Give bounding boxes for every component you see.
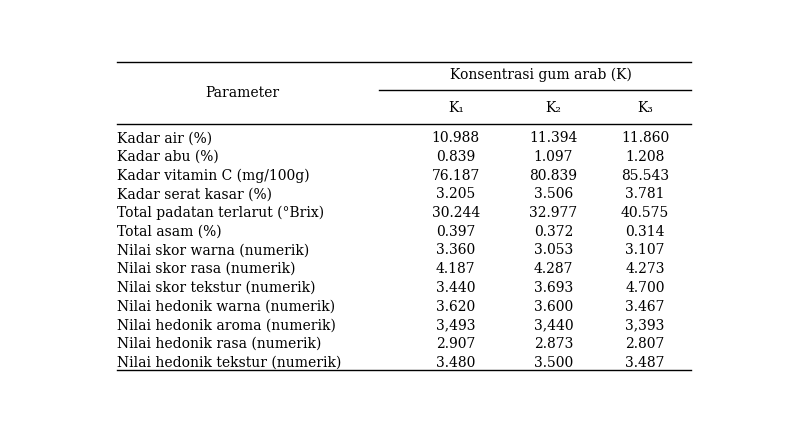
Text: 0.314: 0.314 bbox=[626, 225, 665, 239]
Text: K₁: K₁ bbox=[448, 100, 463, 114]
Text: 3.506: 3.506 bbox=[533, 187, 573, 201]
Text: Nilai hedonik aroma (numerik): Nilai hedonik aroma (numerik) bbox=[117, 318, 336, 332]
Text: 1.208: 1.208 bbox=[626, 150, 665, 164]
Text: 4.287: 4.287 bbox=[533, 262, 573, 276]
Text: Nilai skor rasa (numerik): Nilai skor rasa (numerik) bbox=[117, 262, 296, 276]
Text: 3.360: 3.360 bbox=[436, 243, 475, 257]
Text: 4.700: 4.700 bbox=[626, 281, 665, 295]
Text: 85.543: 85.543 bbox=[621, 169, 669, 183]
Text: 30.244: 30.244 bbox=[432, 206, 480, 220]
Text: 3.467: 3.467 bbox=[626, 300, 665, 314]
Text: 2.807: 2.807 bbox=[626, 337, 665, 351]
Text: Nilai hedonik tekstur (numerik): Nilai hedonik tekstur (numerik) bbox=[117, 356, 341, 370]
Text: 3,440: 3,440 bbox=[533, 318, 574, 332]
Text: 3.487: 3.487 bbox=[626, 356, 665, 370]
Text: 3.620: 3.620 bbox=[436, 300, 475, 314]
Text: 11.394: 11.394 bbox=[530, 131, 578, 145]
Text: 4.273: 4.273 bbox=[626, 262, 665, 276]
Text: 40.575: 40.575 bbox=[621, 206, 669, 220]
Text: 10.988: 10.988 bbox=[432, 131, 480, 145]
Text: 3,493: 3,493 bbox=[436, 318, 475, 332]
Text: Kadar air (%): Kadar air (%) bbox=[117, 131, 212, 145]
Text: Parameter: Parameter bbox=[205, 86, 279, 100]
Text: 3.781: 3.781 bbox=[626, 187, 665, 201]
Text: 32.977: 32.977 bbox=[530, 206, 578, 220]
Text: 3.205: 3.205 bbox=[436, 187, 475, 201]
Text: Total asam (%): Total asam (%) bbox=[117, 225, 221, 239]
Text: 0.839: 0.839 bbox=[436, 150, 475, 164]
Text: Konsentrasi gum arab (K): Konsentrasi gum arab (K) bbox=[450, 68, 632, 82]
Text: Kadar vitamin C (mg/100g): Kadar vitamin C (mg/100g) bbox=[117, 168, 310, 183]
Text: 0.397: 0.397 bbox=[436, 225, 475, 239]
Text: 4.187: 4.187 bbox=[436, 262, 476, 276]
Text: 3.693: 3.693 bbox=[533, 281, 573, 295]
Text: 3.500: 3.500 bbox=[533, 356, 573, 370]
Text: 2.907: 2.907 bbox=[436, 337, 475, 351]
Text: Nilai hedonik rasa (numerik): Nilai hedonik rasa (numerik) bbox=[117, 337, 322, 351]
Text: 80.839: 80.839 bbox=[530, 169, 578, 183]
Text: 3.107: 3.107 bbox=[626, 243, 665, 257]
Text: 76.187: 76.187 bbox=[432, 169, 480, 183]
Text: Kadar serat kasar (%): Kadar serat kasar (%) bbox=[117, 187, 272, 201]
Text: K₃: K₃ bbox=[637, 100, 653, 114]
Text: 3.480: 3.480 bbox=[436, 356, 475, 370]
Text: 3.440: 3.440 bbox=[436, 281, 475, 295]
Text: 2.873: 2.873 bbox=[533, 337, 573, 351]
Text: 3.053: 3.053 bbox=[533, 243, 573, 257]
Text: 3.600: 3.600 bbox=[533, 300, 573, 314]
Text: Kadar abu (%): Kadar abu (%) bbox=[117, 150, 218, 164]
Text: Nilai hedonik warna (numerik): Nilai hedonik warna (numerik) bbox=[117, 300, 335, 314]
Text: Total padatan terlarut (°Brix): Total padatan terlarut (°Brix) bbox=[117, 206, 324, 220]
Text: Nilai skor tekstur (numerik): Nilai skor tekstur (numerik) bbox=[117, 281, 315, 295]
Text: 11.860: 11.860 bbox=[621, 131, 669, 145]
Text: 0.372: 0.372 bbox=[533, 225, 573, 239]
Text: 1.097: 1.097 bbox=[533, 150, 573, 164]
Text: K₂: K₂ bbox=[545, 100, 562, 114]
Text: Nilai skor warna (numerik): Nilai skor warna (numerik) bbox=[117, 243, 309, 257]
Text: 3,393: 3,393 bbox=[626, 318, 665, 332]
